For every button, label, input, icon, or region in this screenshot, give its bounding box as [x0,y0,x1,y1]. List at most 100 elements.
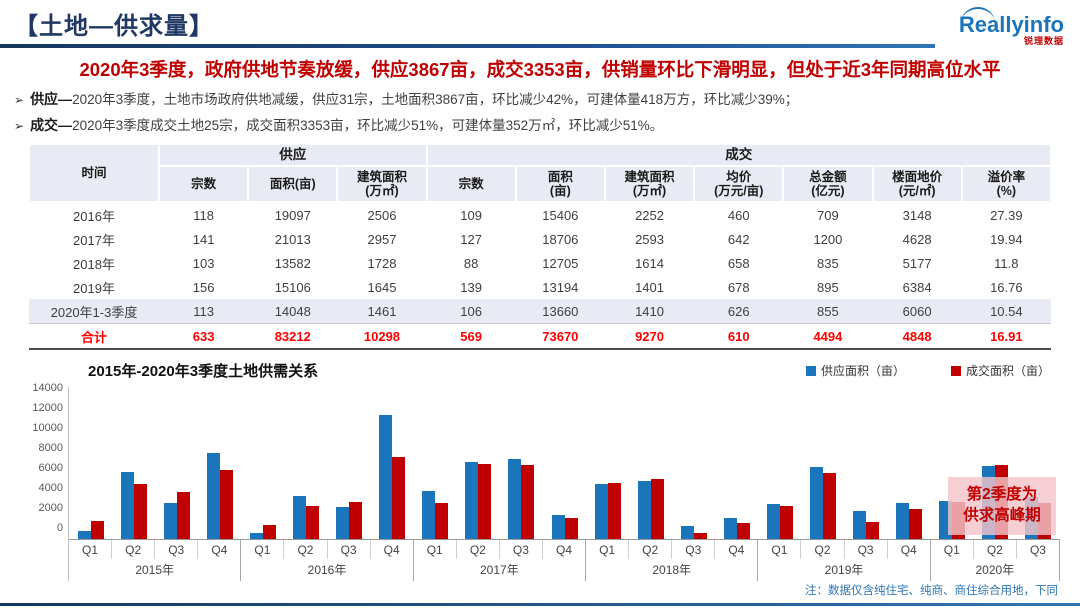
table-cell: 9270 [604,323,695,349]
year-label: 2018年 [652,563,692,577]
y-tick-label: 8000 [38,442,63,454]
supply-bar [723,517,737,539]
table-cell: 610 [694,323,784,349]
table-cell: 855 [783,299,873,324]
table-cell: 14048 [248,299,338,324]
table-cell: 1410 [604,299,695,324]
supply-demand-chart: 2015年-2020年3季度土地供需关系 供应面积（亩） 成交面积（亩） 140… [24,360,1060,581]
table-row: 2019年 156 15106 1645 139 13194 1401 678 895 6384 1… [29,275,1051,299]
supply-bar [594,483,608,539]
quarter-label: Q4 [556,543,573,557]
legend-label-supply: 供应面积（亩） [820,364,905,378]
quarter-label: Q3 [155,540,199,559]
y-tick-label: 2000 [38,502,63,514]
year-group: Q1 Q2 Q3 Q4 2018年 [586,387,759,581]
bullet-deal: ➢ 成交—2020年3季度成交土地25宗，成交面积3353亩，环比减少51%，可建… [14,114,1066,135]
quarter-label: Q3 [1029,543,1046,557]
deal-bar [779,505,793,539]
table-cell: 633 [159,323,249,349]
sub-header-cell: 楼面地价 (元/㎡) [871,165,963,203]
quarter-slot [112,471,155,539]
table-cell: 156 [192,279,215,295]
table-cell: 1728 [367,255,397,271]
quarter-label: Q1 [69,540,113,559]
table-cell: 2506 [367,207,397,223]
quarter-slot [629,478,672,539]
table-cell: 4628 [902,231,932,247]
legend-item-deal: 成交面积（亩） [950,362,1050,379]
table-cell: 1401 [635,279,664,295]
bottom-divider [0,603,1080,606]
deal-bar [349,502,363,539]
table-cell: 658 [727,255,750,271]
deal-bar [90,520,104,539]
y-tick-label: 6000 [38,462,63,474]
supply-bar [508,459,522,539]
reallyinfo-logo: Reallyinfo 锐理数据 [958,7,1064,46]
sub-header-cell: 宗数 [157,165,250,203]
table-row: 合计 633 83212 10298 569 73670 9270 610 4494 4848 16… [29,323,1051,349]
quarter-label: Q1 [931,540,974,559]
deal-bar [133,483,147,539]
quarter-slot [888,503,931,539]
table-cell: 1614 [635,255,664,271]
quarter-slot [758,503,801,539]
supply-bar [206,452,220,539]
year-group: Q1 Q2 Q3 Q4 2015年 [69,387,242,581]
table-cell: 2016年 [73,208,115,224]
legend-swatch-deal [950,365,961,376]
year-label: 2016年 [307,563,347,577]
supply-bar [249,533,263,539]
supply-bar [292,495,306,539]
col-header-time: 时间 [28,143,160,203]
table-cell: 16.91 [961,323,1051,349]
deal-bar [607,483,621,539]
quarter-slot [371,414,414,539]
y-tick-label: 14000 [32,382,63,394]
sub-header-cell: 宗数 [425,165,517,203]
table-row: 2020年1-3季度 113 14048 1461 106 13660 1410 626 855… [29,299,1051,324]
deal-bar [521,465,535,539]
logo-wordmark: Reallyinfo [958,7,1064,37]
table-cell: 2020年1-3季度 [29,299,159,324]
table-cell: 88 [463,255,479,271]
group-header-deal: 成交 [425,143,1053,167]
year-label: 2015年 [135,563,175,577]
table-row: 2018年 103 13582 1728 88 12705 1614 658 835 5177 11… [29,251,1051,275]
quarter-slot [457,461,500,539]
table-body: 2016年 118 19097 2506 109 15406 2252 460 709 3148 2… [29,202,1051,349]
bullet-supply: ➢ 供应—2020年3季度，土地市场政府供地减缓，供应31宗，土地面积3867亩，… [14,88,1066,109]
sub-header-cell: 面积 (亩) [514,165,606,203]
deal-bar [262,525,276,539]
table-cell: 13582 [274,255,311,271]
supply-bar [120,471,134,539]
table-cell: 13194 [542,279,579,295]
deal-bar [909,508,923,539]
quarter-label: Q4 [211,543,228,557]
supply-bar [379,414,393,539]
table-cell: 16.76 [990,279,1023,295]
title-divider [0,44,935,48]
quarter-label: Q1 [758,540,802,559]
chart-title: 2015年-2020年3季度土地供需关系 [88,363,319,380]
quarter-label: Q1 [414,540,457,559]
table-cell: 113 [159,299,249,324]
table-cell: 709 [817,207,839,223]
deal-bar [392,457,406,539]
sub-header-cell: 建筑面积 (万㎡) [336,165,428,203]
quarter-slot [69,520,112,539]
table-sub-header-row: 宗数 面积(亩) 建筑面积 (万㎡) 宗数 面积 (亩) 建筑面积 (万㎡) 均价 (万元/… [29,165,1053,203]
table-cell: 15406 [542,207,579,223]
supply-bar [680,526,694,539]
supply-bar [766,503,780,539]
supply-bar [336,507,350,539]
deal-bar [650,478,664,539]
legend-item-supply: 供应面积（亩） [805,362,905,379]
deal-bar [736,523,750,539]
year-label: 2020年 [975,563,1015,577]
table-cell: 5177 [902,255,932,271]
quarter-slot [328,502,371,539]
quarter-slot [543,514,586,539]
table-cell: 73670 [515,323,605,349]
